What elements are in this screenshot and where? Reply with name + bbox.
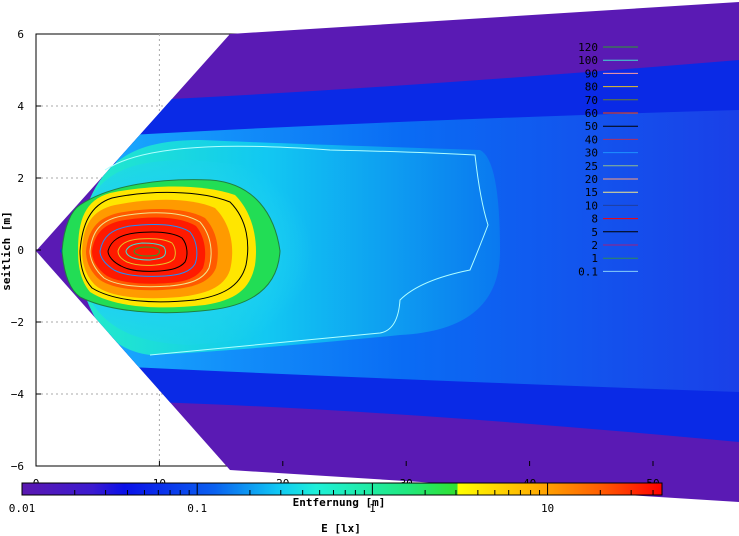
legend-label: 30 <box>585 147 598 160</box>
contour-80 <box>117 238 176 266</box>
legend-label: 10 <box>585 199 598 212</box>
colorbar-label: E [lx] <box>321 522 361 535</box>
legend-label: 20 <box>585 173 598 186</box>
legend-label: 50 <box>585 120 598 133</box>
legend-label: 5 <box>591 226 598 239</box>
contour-100 <box>125 242 166 261</box>
x-axis-label: Entfernung [m] <box>293 496 386 509</box>
contour-50 <box>107 231 188 272</box>
y-axis: 6 4 2 0 −2 −4 −6 <box>11 28 41 473</box>
y-tick-label: 6 <box>17 28 24 41</box>
legend-label: 40 <box>585 133 598 146</box>
legend-label: 2 <box>591 239 598 252</box>
colorbar-tick-label: 0.01 <box>9 502 36 515</box>
y-tick-label: 4 <box>17 100 24 113</box>
colorbar <box>21 482 663 496</box>
colorbar-minor-ticks <box>21 483 654 495</box>
legend-label: 120 <box>578 41 598 54</box>
legend-label: 70 <box>585 94 598 107</box>
contour-15 <box>89 212 212 288</box>
y-tick-label: 0 <box>17 244 24 257</box>
legend-label: 1 <box>591 252 598 265</box>
colorbar-tick-label: 10 <box>541 502 554 515</box>
colorbar-tick-label: 0.1 <box>187 502 207 515</box>
colorbar-tick-label: 1 <box>369 502 376 515</box>
legend-label: 60 <box>585 107 598 120</box>
y-axis-label: seitlich [m] <box>0 211 13 290</box>
contour-1 <box>61 179 281 314</box>
legend-label: 90 <box>585 67 598 80</box>
contour-120 <box>133 246 160 257</box>
colorbar-ticks: 0.01 0.1 1 10 <box>9 502 554 515</box>
heatmap-surface <box>36 2 739 502</box>
y-tick-label: −6 <box>11 460 24 473</box>
y-tick-label: 2 <box>17 172 24 185</box>
legend-label: 15 <box>585 186 598 199</box>
legend-label: 0.1 <box>578 265 598 278</box>
y-tick-label: −2 <box>11 316 24 329</box>
legend-label: 8 <box>591 213 598 226</box>
contour-30 <box>99 223 198 277</box>
y-tick-label: −4 <box>11 388 25 401</box>
legend-label: 80 <box>585 81 598 94</box>
contour-5 <box>79 191 249 303</box>
legend-label: 25 <box>585 160 598 173</box>
contour-0.1 <box>104 145 489 356</box>
heat-zone-red <box>92 217 206 284</box>
legend-label: 100 <box>578 54 598 67</box>
